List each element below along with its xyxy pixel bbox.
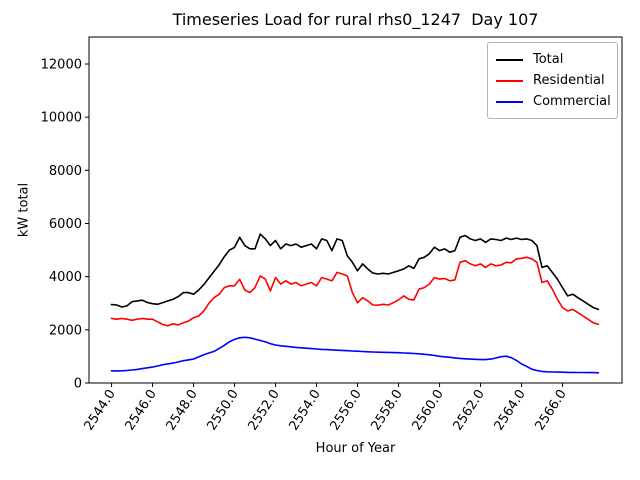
x-tick-label: 2558.0 [369, 387, 406, 433]
series-line-residential [110, 256, 600, 327]
legend-label-commercial: Commercial [533, 94, 611, 109]
x-tick-label: 2544.0 [82, 387, 119, 433]
series-line-total [110, 233, 600, 311]
y-tick-label: 10000 [41, 111, 82, 126]
legend-label-residential: Residential [533, 73, 605, 88]
series-line-commercial [110, 336, 600, 374]
y-tick-label: 6000 [49, 217, 82, 232]
y-axis-label: kW total [16, 182, 32, 238]
legend-label-total: Total [533, 52, 564, 67]
x-tick-label: 2548.0 [164, 387, 201, 433]
x-tick-label: 2566.0 [533, 387, 570, 433]
x-tick-label: 2560.0 [410, 387, 447, 433]
legend: Total Residential Commercial [487, 42, 618, 119]
y-tick-label: 4000 [49, 270, 82, 285]
legend-line-commercial-icon [496, 100, 523, 103]
x-tick-label: 2546.0 [123, 387, 160, 433]
y-tick-label: 2000 [49, 323, 82, 338]
legend-line-residential-icon [496, 79, 523, 82]
x-tick-label: 2556.0 [328, 387, 365, 433]
x-tick-label: 2554.0 [287, 387, 324, 433]
y-tick-label: 8000 [49, 164, 82, 179]
x-tick-label: 2564.0 [492, 387, 529, 433]
x-axis-label: Hour of Year [315, 441, 396, 456]
x-tick-label: 2550.0 [205, 387, 242, 433]
x-tick-label: 2552.0 [246, 387, 283, 433]
legend-entry-residential: Residential [496, 70, 609, 91]
legend-entry-commercial: Commercial [496, 91, 611, 112]
legend-line-total-icon [496, 58, 523, 61]
x-tick-label: 2562.0 [451, 387, 488, 433]
chart-title: Timeseries Load for rural rhs0_1247 Day … [172, 10, 539, 29]
legend-entry-total: Total [496, 49, 609, 70]
y-tick-label: 12000 [41, 58, 82, 73]
y-tick-label: 0 [74, 377, 82, 392]
plot-frame [88, 36, 623, 384]
